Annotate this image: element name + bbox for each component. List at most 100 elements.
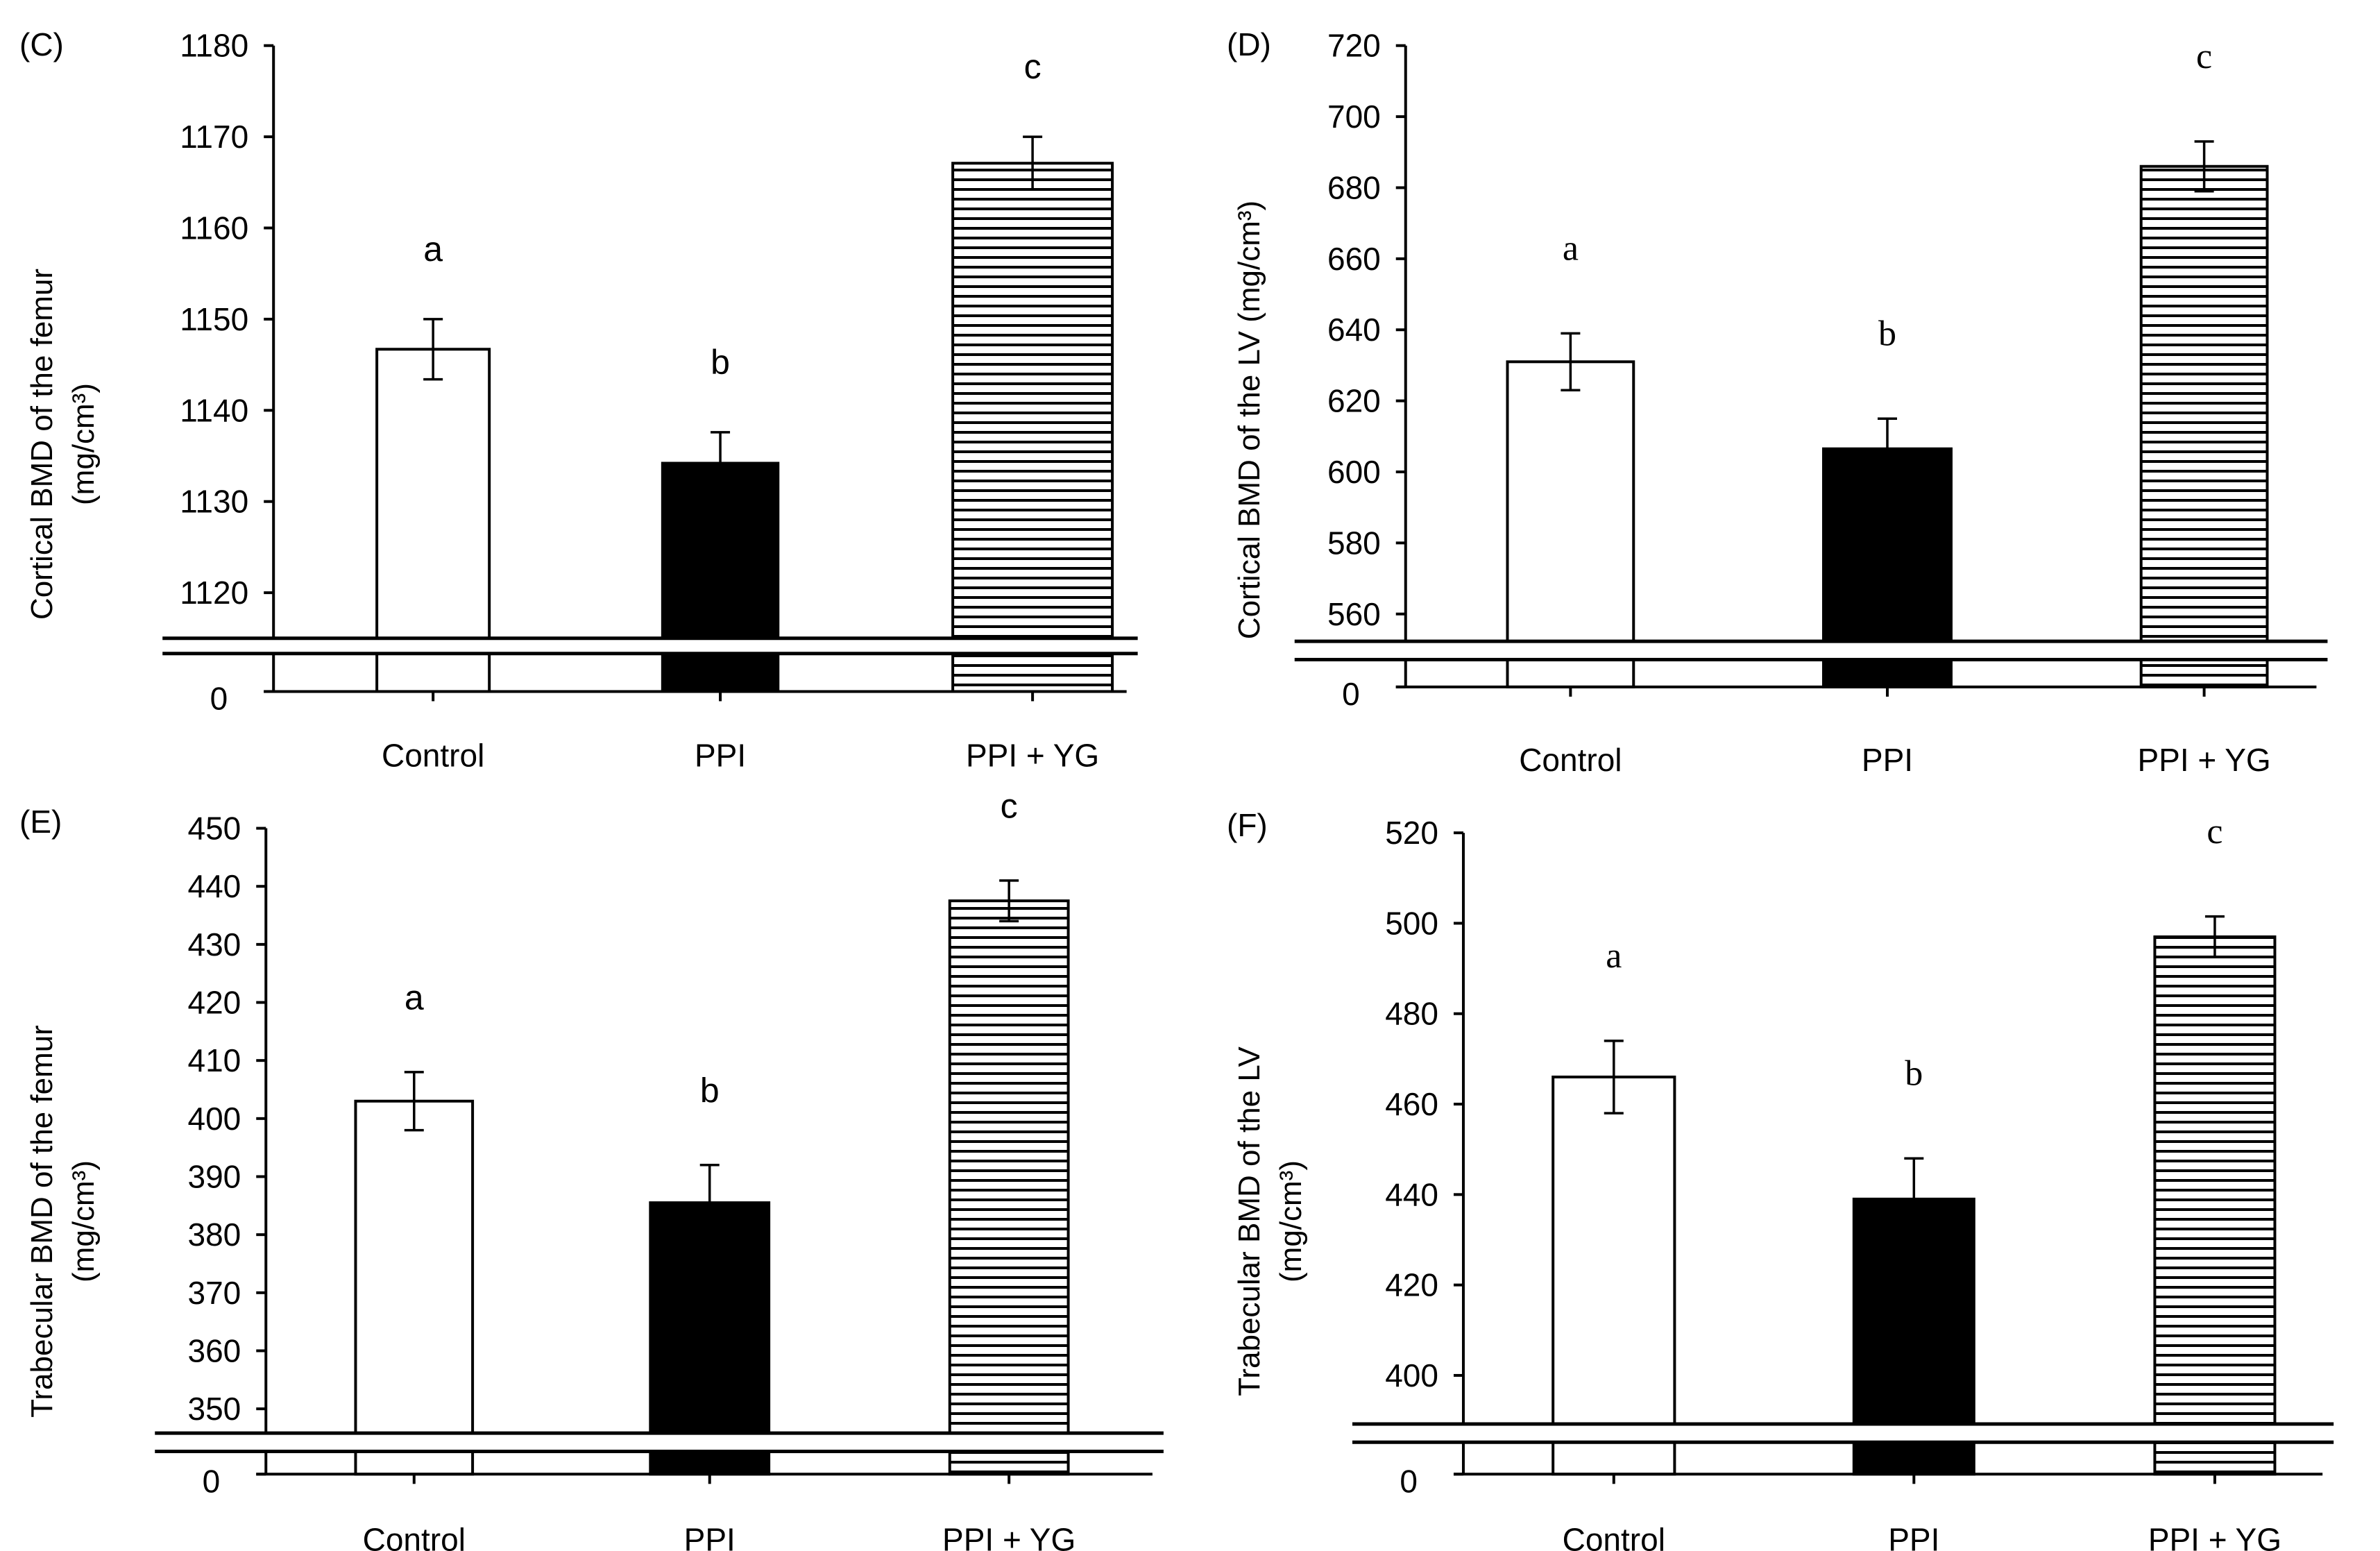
labels-layer: 0 Control PPI PPI + YG a b c: [203, 786, 1076, 1551]
panel-e: (E) Trabecular BMD of the femur (mg/cm³)…: [19, 786, 1164, 1551]
error-bar-ppi: [699, 1164, 720, 1242]
y-tick-label: 380: [188, 1217, 241, 1253]
x-tick-label-ppi-yg: PPI + YG: [2137, 742, 2270, 778]
x-tick-label-ppi: PPI: [1888, 1521, 1939, 1551]
x-tick-label-control: Control: [382, 737, 484, 773]
bar-ppi-yg: [2139, 164, 2269, 688]
panel-f: (F) Trabecular BMD of the LV (mg/cm³) 40…: [1227, 807, 2334, 1551]
x-tick-label-control: Control: [1563, 1521, 1665, 1551]
y-tick-label: 350: [188, 1391, 241, 1427]
error-bar-ppi: [1904, 1157, 1924, 1241]
axis-break-gap: [155, 1433, 1164, 1452]
y-tick-label: 1140: [180, 392, 248, 428]
y-tick-label: 620: [1327, 383, 1381, 419]
significance-letter-ppi-yg: c: [1024, 47, 1042, 86]
bars-layer: [1552, 915, 2277, 1476]
panel-c: (C) Cortical BMD of the femur (mg/cm³) 1…: [19, 26, 1138, 773]
bar-control: [354, 1099, 475, 1476]
bar-ppi-yg: [951, 162, 1114, 693]
panel-d: (D) Cortical BMD of the LV (mg/cm³) 560 5…: [1227, 26, 2328, 778]
y-tick-label: 1130: [180, 484, 248, 520]
x-tick-label-ppi-yg: PPI + YG: [2148, 1521, 2281, 1551]
significance-letter-ppi: b: [1878, 314, 1896, 353]
significance-letter-control: a: [1563, 229, 1579, 269]
error-bar-ppi-yg: [2204, 915, 2225, 959]
error-bar-control: [404, 1071, 424, 1132]
y-tick-label: 1120: [180, 575, 248, 611]
bar-control: [1506, 360, 1635, 688]
y-tick-label: 420: [188, 985, 241, 1021]
significance-letter-ppi: b: [700, 1071, 720, 1110]
bars-layer: [1506, 140, 2269, 688]
y-tick-label: 440: [1385, 1176, 1438, 1212]
error-bar-ppi-yg: [999, 879, 1019, 923]
y-tick-label: 680: [1327, 169, 1381, 205]
y-tick-label: 700: [1327, 99, 1381, 135]
y-tick-label: 370: [188, 1275, 241, 1311]
y-tick-label: 1150: [180, 301, 248, 337]
y-tick-label: 390: [188, 1158, 241, 1194]
significance-letter-control: a: [1606, 936, 1622, 976]
x-tick-label-control: Control: [363, 1521, 466, 1551]
x-tick-label-ppi-yg: PPI + YG: [966, 737, 1099, 773]
significance-letter-ppi-yg: c: [2207, 812, 2222, 851]
significance-letter-ppi: b: [1905, 1053, 1923, 1093]
panel-label: (F): [1227, 807, 1268, 843]
axis-break-gap: [1352, 1424, 2334, 1443]
ticks-layer: 560 580 600 620 640 660 680 700 720: [1327, 28, 1406, 688]
y-tick-label: 520: [1385, 815, 1438, 851]
y-tick-label: 580: [1327, 525, 1381, 561]
y-tick-label: 400: [1385, 1357, 1438, 1393]
labels-layer: 0 Control PPI PPI + YG a b c: [210, 47, 1100, 773]
y-tick-label: 560: [1327, 596, 1381, 632]
y-tick-label: 420: [1385, 1267, 1438, 1303]
y-axis-title: Trabecular BMD of the LV (mg/cm³): [1232, 1046, 1308, 1396]
bar-ppi: [661, 461, 780, 693]
y-axis-title: Cortical BMD of the LV (mg/cm³): [1232, 201, 1266, 639]
y-tick-label: 360: [188, 1332, 241, 1368]
bars-layer: [375, 135, 1114, 693]
bar-ppi-yg: [2153, 935, 2277, 1476]
y-tick-label: 400: [188, 1101, 241, 1137]
y-tick-label: 1180: [180, 28, 248, 64]
axis-break-gap: [1294, 641, 2328, 660]
significance-letter-ppi-yg: c: [2196, 37, 2212, 76]
zero-tick-label: 0: [210, 680, 228, 716]
panel-label: (D): [1227, 26, 1271, 62]
y-tick-label: 410: [188, 1042, 241, 1078]
error-bar-ppi: [1877, 417, 1897, 480]
y-tick-label: 500: [1385, 905, 1438, 941]
bar-control: [1552, 1075, 1676, 1476]
error-bar-ppi: [711, 431, 731, 495]
y-tick-label: 460: [1385, 1086, 1438, 1122]
significance-letter-ppi-yg: c: [1001, 786, 1018, 825]
zero-tick-label: 0: [1400, 1463, 1418, 1499]
zero-tick-label: 0: [203, 1463, 221, 1499]
bar-ppi-yg: [948, 899, 1070, 1476]
x-tick-label-control: Control: [1519, 742, 1622, 778]
labels-layer: 0 Control PPI PPI + YG a b c: [1342, 37, 2271, 778]
x-tick-label-ppi: PPI: [695, 737, 746, 773]
significance-letter-ppi: b: [711, 343, 730, 382]
y-tick-label: 480: [1385, 996, 1438, 1032]
labels-layer: 0 Control PPI PPI + YG a b c: [1400, 812, 2281, 1551]
y-axis-title-line-1: Trabecular BMD of the LV: [1232, 1046, 1266, 1396]
bar-control: [375, 348, 491, 693]
y-axis-title: Trabecular BMD of the femur (mg/cm³): [25, 1025, 101, 1418]
y-axis-title-line-1: Trabecular BMD of the femur: [25, 1025, 59, 1418]
error-bar-control: [423, 318, 443, 381]
significance-letter-control: a: [423, 230, 443, 269]
axes-layer: [155, 828, 1164, 1484]
error-bar-control: [1604, 1040, 1624, 1114]
y-axis-title: Cortical BMD of the femur (mg/cm³): [25, 269, 101, 620]
y-axis-title-line-1: Cortical BMD of the LV (mg/cm³): [1232, 201, 1266, 639]
error-bar-ppi-yg: [2194, 140, 2214, 193]
ticks-layer: 400 420 440 460 480 500 520: [1385, 815, 1463, 1476]
axes-layer: [1352, 833, 2334, 1484]
y-tick-label: 640: [1327, 312, 1381, 348]
panel-label: (C): [19, 26, 64, 62]
y-axis-title-line-1: Cortical BMD of the femur: [25, 269, 59, 620]
error-bar-ppi-yg: [1023, 135, 1043, 192]
y-tick-label: 440: [188, 868, 241, 904]
